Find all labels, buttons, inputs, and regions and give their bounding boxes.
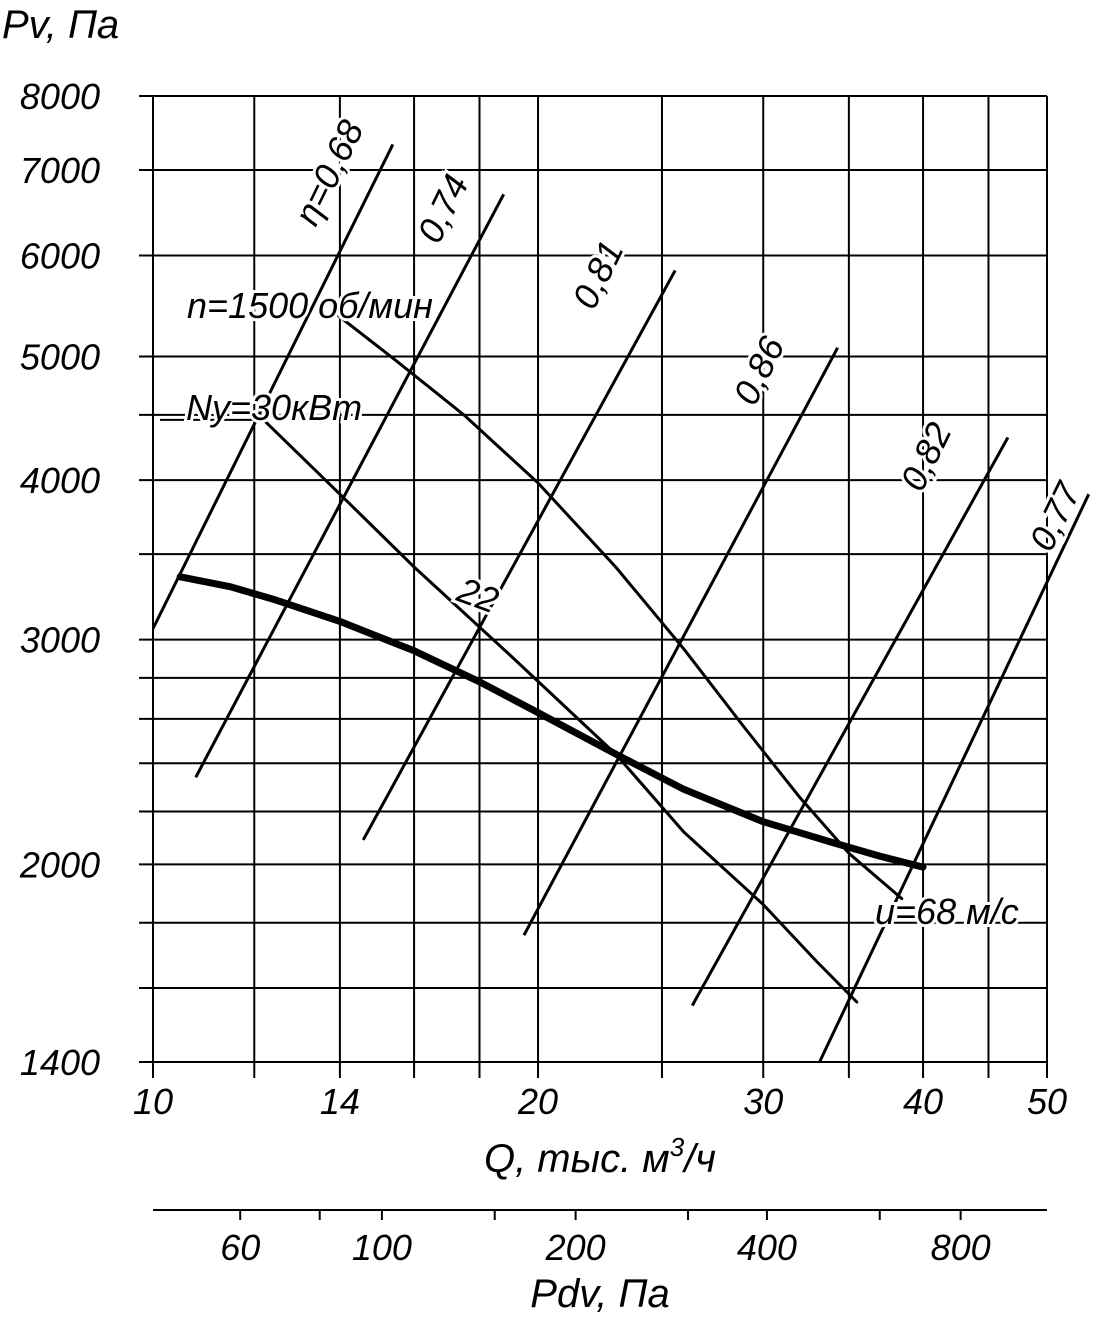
power-curve (262, 418, 859, 1004)
secondary-tick-label: 100 (352, 1227, 412, 1268)
x-axis-title: Q, тыс. м3/ч (484, 1132, 716, 1181)
x-tick-label: 10 (133, 1081, 173, 1122)
y-axis-title: Pv, Па (2, 3, 119, 47)
efficiency-line (522, 346, 839, 936)
secondary-axis-title: Pdv, Па (530, 1272, 669, 1316)
x-tick-label: 40 (903, 1081, 943, 1122)
grid (139, 95, 1048, 1078)
power-curve (334, 312, 904, 901)
x-tick-label: 50 (1027, 1081, 1067, 1122)
y-tick-label: 1400 (20, 1042, 100, 1083)
secondary-tick-label: 60 (220, 1227, 260, 1268)
x-tick-label: 20 (517, 1081, 558, 1122)
y-tick-label: 3000 (20, 620, 100, 661)
pressure-curve (176, 573, 927, 871)
secondary-tick-label: 400 (737, 1227, 797, 1268)
secondary-tick-label: 200 (545, 1227, 606, 1268)
curves (160, 312, 927, 1004)
secondary-axis (153, 1209, 1047, 1220)
y-tick-label: 2000 (19, 844, 100, 885)
y-tick-label: 5000 (20, 336, 100, 377)
series-label: 22 (451, 569, 504, 622)
efficiency-label: 0,82 (892, 416, 960, 497)
y-tick-label: 6000 (20, 235, 100, 276)
efficiency-label: 0,81 (564, 234, 632, 315)
superscript-3: 3 (670, 1132, 685, 1162)
x-tick-label: 14 (320, 1081, 360, 1122)
series-label: Ny=30кВт (186, 387, 362, 428)
y-tick-label: 4000 (20, 460, 100, 501)
efficiency-label: 0,86 (725, 329, 793, 411)
efficiency-label: 0,74 (409, 168, 477, 249)
series-label: n=1500 об/мин (187, 285, 433, 326)
y-tick-label: 7000 (20, 150, 100, 191)
efficiency-lines (153, 143, 1091, 1063)
y-tick-label: 8000 (20, 76, 100, 117)
x-axis-title-rest: /ч (681, 1137, 716, 1181)
x-tick-label: 30 (743, 1081, 783, 1122)
efficiency-line (153, 143, 395, 630)
annotation-label: u=68 м/с (875, 891, 1019, 932)
efficiency-line (361, 269, 677, 841)
efficiency-line (690, 436, 1010, 1007)
secondary-tick-label: 800 (931, 1227, 991, 1268)
efficiency-line (818, 493, 1091, 1063)
efficiency-line (194, 193, 505, 779)
